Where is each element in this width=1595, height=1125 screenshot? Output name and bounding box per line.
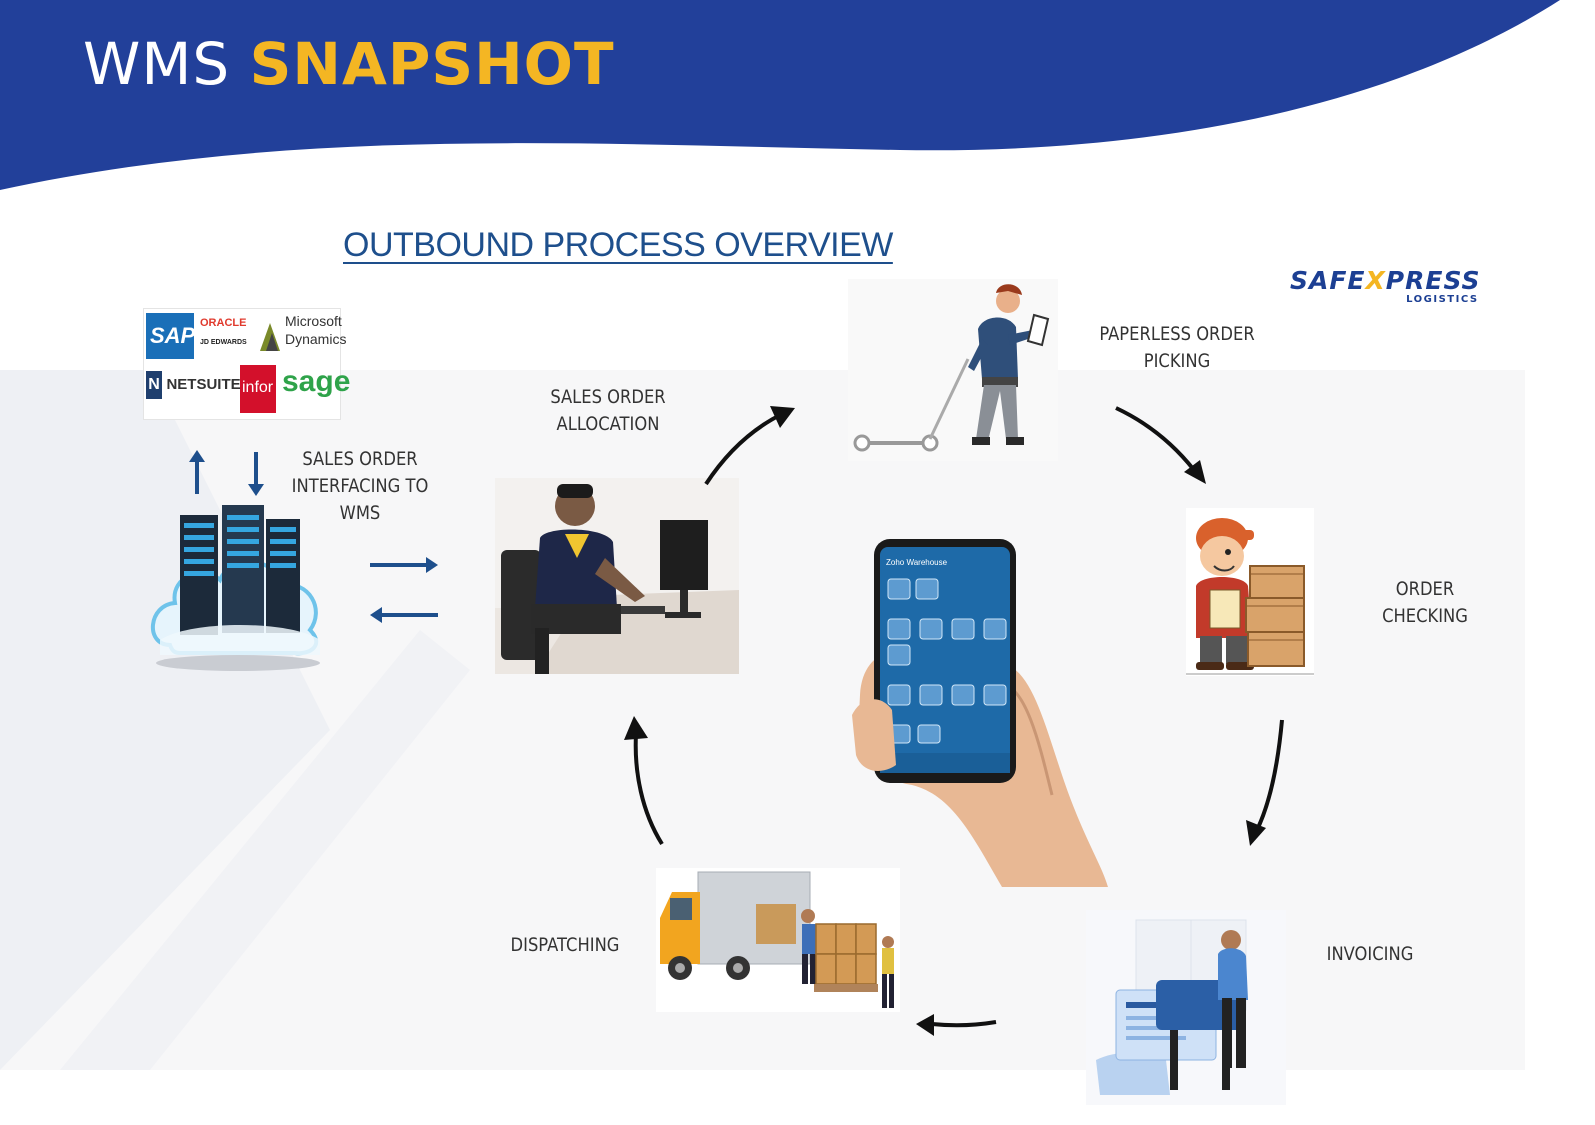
arrow-to-picking xyxy=(704,406,795,486)
sap-logo: SAP xyxy=(146,313,195,359)
server-cloud-icon xyxy=(151,505,320,671)
step-dispatching-label: DISPATCHING xyxy=(510,934,620,956)
order-picker-image xyxy=(848,279,1058,461)
sync-arrows xyxy=(189,450,264,496)
office-worker-image xyxy=(495,478,739,674)
infor-logo: infor xyxy=(240,365,276,413)
svg-text:Zoho Warehouse: Zoho Warehouse xyxy=(886,558,948,567)
sage-logo: sage xyxy=(282,365,351,398)
page-title: WMS SNAPSHOT xyxy=(83,30,615,98)
header-band xyxy=(0,0,1595,190)
arrow-to-invoicing xyxy=(1246,719,1284,846)
exchange-arrows xyxy=(370,557,438,623)
invoicing-image xyxy=(1086,910,1286,1105)
arrow-to-dispatching xyxy=(916,1014,997,1036)
step-allocation-label: SALES ORDER ALLOCATION xyxy=(550,386,666,435)
erp-logos: SAP ORACLE JD EDWARDS Microsoft Dynamics… xyxy=(143,308,350,420)
arrow-to-checking xyxy=(1115,406,1206,484)
step-invoicing-label: INVOICING xyxy=(1326,943,1414,965)
title-wms: WMS xyxy=(83,30,231,98)
mobile-phone-image: Zoho Warehouse xyxy=(852,539,1108,887)
order-checker-image xyxy=(1186,508,1314,676)
step-interfacing-label: SALES ORDER INTERFACING TO WMS xyxy=(291,448,429,524)
diagram-title: OUTBOUND PROCESS OVERVIEW xyxy=(343,226,893,264)
step-picking-label: PAPERLESS ORDER PICKING xyxy=(1099,323,1255,372)
safexpress-logo: SAFEXPRESS LOGISTICS xyxy=(1290,266,1481,305)
step-checking-label: ORDER CHECKING xyxy=(1382,578,1468,627)
netsuite-logo: N NETSUITE xyxy=(146,371,241,399)
watermark-shape xyxy=(0,370,470,1070)
title-snapshot: SNAPSHOT xyxy=(249,30,615,98)
arrow-to-allocation xyxy=(624,716,664,846)
oracle-logo: ORACLE JD EDWARDS xyxy=(200,317,247,346)
dispatch-truck-image xyxy=(656,868,900,1012)
